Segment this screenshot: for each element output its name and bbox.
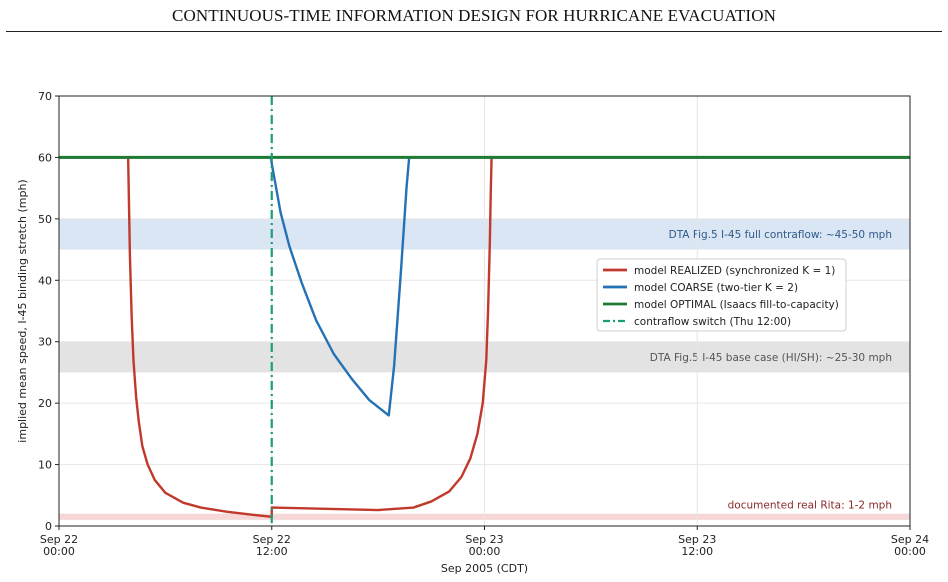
title-rule: [6, 31, 942, 32]
real-rita-band-label: documented real Rita: 1-2 mph: [728, 500, 892, 512]
legend-item-label: model OPTIMAL (Isaacs fill-to-capacity): [634, 299, 839, 311]
y-tick-label: 30: [38, 336, 52, 349]
legend-item-label: contraflow switch (Thu 12:00): [634, 316, 791, 328]
series-line-1: [59, 156, 910, 417]
x-tick-label: 00:00: [469, 545, 501, 558]
legend-layer: model REALIZED (synchronized K = 1) model…: [596, 258, 847, 332]
y-tick-label: 70: [38, 90, 52, 103]
x-tick-label: Sep 24: [891, 533, 929, 546]
x-tick-label: Sep 23: [465, 533, 503, 546]
x-tick-label: Sep 23: [678, 533, 716, 546]
legend-item-label: model REALIZED (synchronized K = 1): [634, 265, 835, 277]
y-tick-label: 60: [38, 151, 52, 164]
x-axis-label: Sep 2005 (CDT): [441, 562, 528, 575]
series-layer: [59, 96, 910, 526]
x-tick-label: Sep 22: [40, 533, 78, 546]
x-tick-label: 12:00: [256, 545, 288, 558]
y-tick-label: 50: [38, 213, 52, 226]
legend-box: [596, 258, 847, 332]
x-tick-label: 12:00: [681, 545, 713, 558]
x-tick-label: 00:00: [43, 545, 75, 558]
x-tick-label: Sep 22: [253, 533, 291, 546]
dta-base-case-band-label: DTA Fig.5 I-45 base case (HI/SH): ~25-30…: [650, 352, 892, 364]
legend-item-label: model COARSE (two-tier K = 2): [634, 282, 798, 294]
y-axis-label: implied mean speed, I-45 binding stretch…: [16, 179, 29, 442]
y-tick-label: 0: [45, 520, 52, 533]
page-title: CONTINUOUS-TIME INFORMATION DESIGN FOR H…: [172, 6, 776, 25]
y-tick-label: 20: [38, 397, 52, 410]
x-tick-label: 00:00: [894, 545, 926, 558]
y-tick-label: 40: [38, 274, 52, 287]
dta-full-contraflow-band-label: DTA Fig.5 I-45 full contraflow: ~45-50 m…: [669, 229, 892, 241]
y-tick-label: 10: [38, 459, 52, 472]
